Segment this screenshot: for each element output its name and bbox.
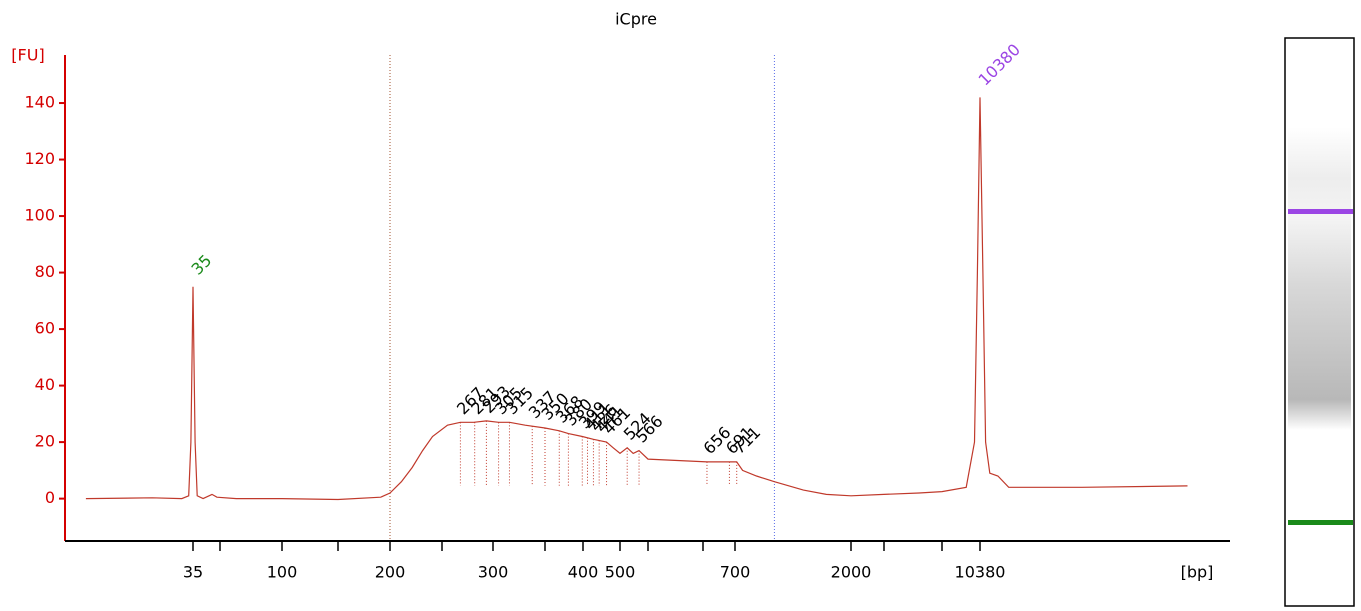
y-tick-label: 100 bbox=[24, 206, 55, 225]
x-tick-label: 300 bbox=[478, 563, 509, 582]
marker-label: 10380 bbox=[975, 40, 1024, 89]
y-tick-label: 40 bbox=[35, 375, 55, 394]
y-tick-label: 80 bbox=[35, 262, 55, 281]
chart-title: iCpre bbox=[615, 10, 657, 29]
gel-upper-marker bbox=[1288, 209, 1353, 214]
x-tick-label: 700 bbox=[720, 563, 751, 582]
y-tick-label: 0 bbox=[45, 488, 55, 507]
x-tick-label: 500 bbox=[605, 563, 636, 582]
x-tick-label: 35 bbox=[183, 563, 203, 582]
x-tick-label: 100 bbox=[267, 563, 298, 582]
y-tick-label: 120 bbox=[24, 149, 55, 168]
y-tick-label: 140 bbox=[24, 93, 55, 112]
x-tick-label: 2000 bbox=[831, 563, 872, 582]
y-tick-label: 60 bbox=[35, 319, 55, 338]
y-axis-label: [FU] bbox=[11, 46, 44, 65]
marker-label: 35 bbox=[188, 251, 216, 279]
x-tick-label: 10380 bbox=[955, 563, 1006, 582]
x-axis-label: [bp] bbox=[1181, 563, 1214, 582]
x-tick-label: 400 bbox=[568, 563, 599, 582]
y-tick-label: 20 bbox=[35, 432, 55, 451]
gel-lower-marker bbox=[1288, 520, 1353, 525]
gel-smear bbox=[1288, 127, 1351, 430]
x-tick-label: 200 bbox=[375, 563, 406, 582]
